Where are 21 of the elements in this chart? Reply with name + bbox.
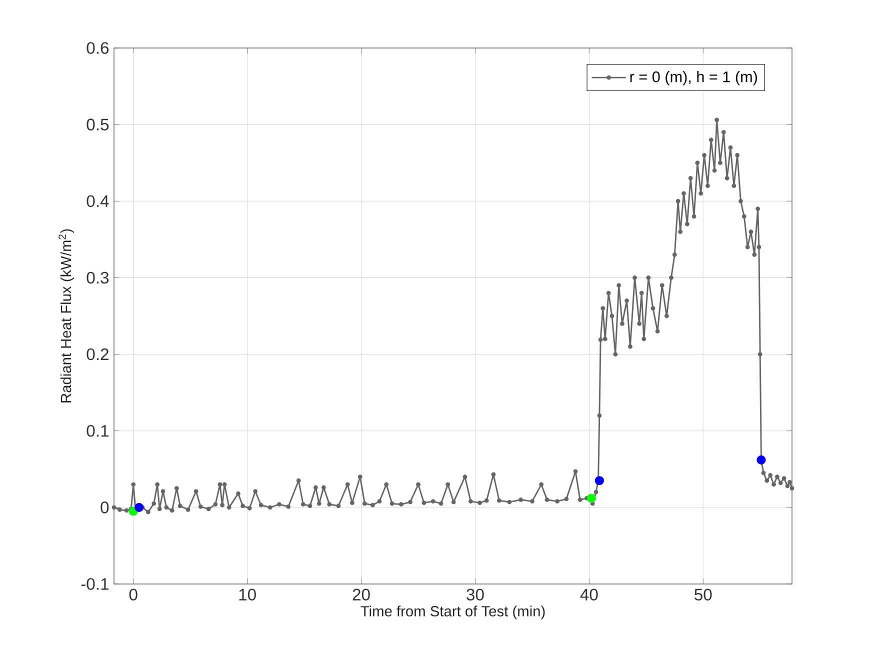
x-tick-label: 20 — [352, 588, 370, 600]
y-tick-label: 0.6 — [86, 42, 109, 54]
y-tick-label: 0.4 — [86, 195, 109, 208]
y-tick-label: 0.2 — [86, 348, 108, 360]
point — [586, 494, 596, 503]
point — [134, 502, 144, 512]
y-tick-label: -0.1 — [81, 578, 108, 590]
y-tick-label: 0 — [100, 502, 109, 514]
point — [594, 476, 604, 486]
x-tick-label: 10 — [239, 588, 256, 600]
x-tick-label: 40 — [580, 588, 598, 600]
y-tick-label: 0.1 — [86, 424, 108, 437]
x-tick-label: 30 — [466, 588, 484, 600]
x-tick-label: 0 — [129, 588, 138, 600]
legend-label: r = 0 (m), h = 1 (m) — [630, 71, 757, 86]
point — [756, 455, 766, 464]
y-axis-title: Radiant Heat Flux (kW/m$^{2}$) — [58, 229, 74, 402]
y-tick-label: 0.5 — [86, 118, 109, 130]
y-tick-label: 0.3 — [86, 272, 109, 284]
x-tick-label: 50 — [694, 588, 712, 600]
x-axis-title: Time from Start of Test (min) — [360, 606, 545, 620]
